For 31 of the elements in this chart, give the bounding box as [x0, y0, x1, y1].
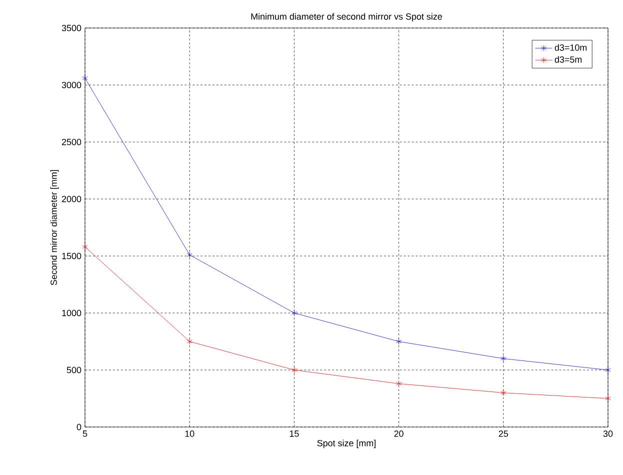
- x-tick-label: 30: [603, 430, 613, 437]
- y-tick-label: 1000: [62, 310, 82, 316]
- y-axis-title: Second mirror diameter [mm]: [50, 170, 59, 286]
- y-tick-label: 1500: [62, 252, 82, 260]
- chart-title: Minimum diameter of second mirror vs Spot size: [251, 13, 442, 22]
- point: [82, 74, 88, 82]
- point: [396, 338, 402, 345]
- x-tick-label: 15: [290, 430, 299, 437]
- x-tick-label: 25: [498, 430, 508, 437]
- point: [396, 380, 402, 387]
- point: [605, 395, 611, 402]
- legend-label: d3=5m: [554, 56, 582, 63]
- y-tick-label: 3000: [62, 82, 82, 88]
- point: [291, 310, 297, 316]
- x-tick-label: 10: [185, 430, 194, 437]
- x-axis-title: Spot size [mm]: [317, 440, 376, 448]
- point: [605, 366, 611, 374]
- x-tick-label: 5: [82, 430, 88, 437]
- y-tick-label: 2500: [62, 138, 82, 146]
- legend-label: d3=10m: [554, 44, 587, 51]
- point: [500, 355, 506, 362]
- point: [186, 252, 192, 258]
- x-tick-label: 20: [394, 430, 404, 437]
- point: [291, 366, 297, 374]
- point: [186, 338, 192, 345]
- point: [500, 390, 506, 396]
- y-tick-label: 0: [76, 424, 82, 430]
- y-tick-label: 500: [66, 366, 82, 374]
- point: [82, 244, 88, 250]
- y-tick-label: 3500: [62, 24, 82, 32]
- y-tick-label: 2000: [62, 196, 82, 202]
